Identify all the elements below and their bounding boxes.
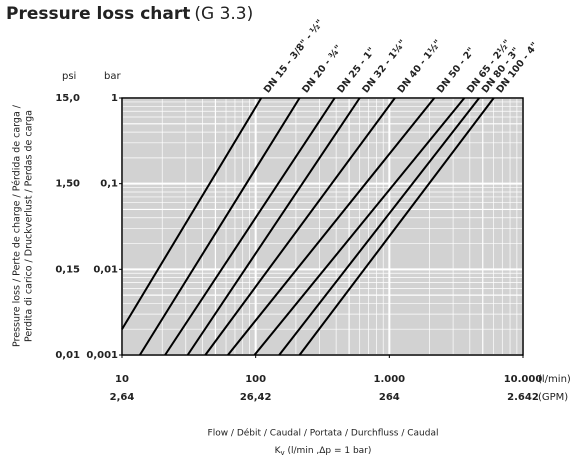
series-line: [121, 97, 263, 330]
x2-tick-label: 26,42: [240, 392, 272, 403]
x-axis-label: Flow / Débit / Caudal / Portata / Durchf…: [208, 428, 439, 439]
plot-background: [122, 98, 523, 355]
series-line: [253, 97, 466, 356]
x2-unit: (GPM): [538, 392, 568, 403]
series-line: [164, 97, 336, 356]
x-tick-label: 10: [115, 374, 129, 385]
y-tick-label: 0,1: [100, 179, 118, 190]
kv-rest: (l/min ,Δp = 1 bar): [285, 446, 372, 456]
y2-axis-header: psi: [62, 71, 76, 82]
title-suffix: (G 3.3): [194, 4, 253, 24]
kv-subscript: v: [280, 449, 284, 457]
y-tick-label: 0,001: [86, 350, 118, 361]
kv-label: Kv (l/min ,Δp = 1 bar): [275, 446, 372, 458]
y-axis-label: Pressure loss / Perte de charge / Pérdid…: [12, 104, 23, 347]
series-line: [204, 97, 396, 356]
y2-tick-label: 15,0: [55, 93, 80, 104]
x-tick-label: 100: [245, 374, 266, 385]
y-axis-label: Perdita di carico / Druckverlust / Perda…: [24, 110, 35, 342]
x2-tick-label: 264: [379, 392, 400, 403]
y2-tick-label: 0,01: [55, 350, 80, 361]
title-main: Pressure loss chart: [6, 4, 190, 24]
x-tick-label: 10.000: [504, 374, 543, 385]
series-line: [186, 97, 361, 356]
x-tick-label: 1.000: [374, 374, 406, 385]
chart-title: Pressure loss chart (G 3.3): [6, 4, 253, 24]
x-unit: (l/min): [538, 374, 571, 385]
y-tick-label: 1: [111, 93, 118, 104]
y-axis-header: bar: [104, 71, 121, 82]
y-tick-label: 0,01: [93, 264, 118, 275]
series-line: [139, 97, 301, 356]
series-line: [227, 97, 436, 356]
plot-frame: [121, 97, 524, 356]
series-line: [278, 97, 480, 356]
y2-tick-label: 0,15: [55, 264, 80, 275]
series-line: [298, 97, 495, 356]
x2-tick-label: 2.642: [507, 392, 539, 403]
kv-symbol: K: [275, 446, 282, 456]
y2-tick-label: 1,50: [55, 179, 80, 190]
x2-tick-label: 2,64: [110, 392, 135, 403]
